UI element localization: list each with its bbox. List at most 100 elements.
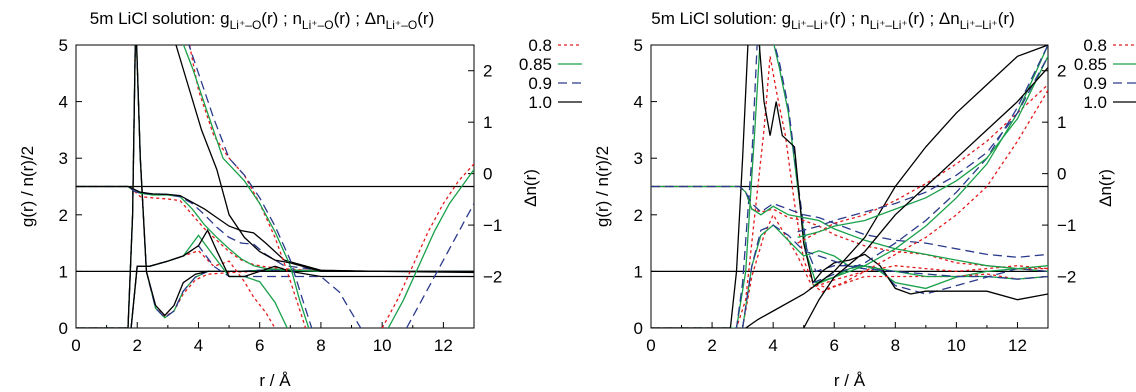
chart-panel-2: 5m LiCl solution: gLi⁺–Li⁺(r) ; nLi⁺–Li⁺…	[593, 9, 1136, 390]
series-line-rise-1_0	[745, 45, 1048, 328]
series-line-rise-0_8	[809, 89, 1048, 290]
series-line-g-0_9	[651, 45, 1048, 328]
x-tick-label: 0	[71, 336, 80, 355]
y-right-tick-label: 0	[483, 165, 492, 184]
series-line-dn-0_8	[130, 250, 276, 328]
series-line-g-1_0	[76, 45, 474, 328]
y-left-tick-label: 5	[634, 36, 643, 55]
series-line-n-0_85	[76, 185, 474, 273]
y-left-tick-label: 0	[634, 319, 643, 338]
y-left-tick-label: 3	[634, 149, 643, 168]
series-line-n-0_8	[651, 185, 1048, 270]
x-tick-label: 2	[707, 336, 716, 355]
title-part: (r) ; n	[829, 9, 870, 28]
series-line-g-0_85	[651, 45, 1048, 328]
legend-label: 0.8	[1083, 36, 1107, 55]
series-line-dn-0_8	[741, 213, 1048, 328]
y-left-tick-label: 5	[59, 36, 68, 55]
y-right-tick-label: −2	[1057, 268, 1076, 287]
title-part: Li⁺–O	[230, 18, 262, 32]
legend-label: 1.0	[528, 93, 552, 112]
series-line-n-0_8	[76, 185, 474, 273]
title-part: Li⁺–Li⁺	[870, 18, 908, 32]
series-line-g-0_8	[651, 56, 1048, 328]
y-left-tick-label: 2	[59, 206, 68, 225]
series-line-rise-1_0	[175, 45, 474, 274]
y-left-tick-label: 1	[634, 262, 643, 281]
legend-label: 1.0	[1083, 93, 1107, 112]
series-line-rise-0_8	[188, 45, 307, 328]
chart-title: 5m LiCl solution: gLi⁺–Li⁺(r) ; nLi⁺–Li⁺…	[651, 9, 1015, 32]
x-axis-label: r / Å	[834, 371, 866, 390]
y-right-axis-label: Δn(r)	[1096, 169, 1115, 207]
y-right-axis-label: Δn(r)	[521, 169, 540, 207]
title-part: (r)	[417, 9, 434, 28]
legend-label: 0.85	[519, 55, 552, 74]
series-line-tail-0_85	[387, 169, 474, 328]
series-line-rise-0_85	[182, 45, 310, 328]
x-tick-label: 8	[316, 336, 325, 355]
x-tick-label: 6	[255, 336, 264, 355]
y-left-tick-label: 4	[59, 93, 68, 112]
series-line-n-1_0	[76, 185, 474, 273]
series-line-dn-1_0	[130, 228, 474, 328]
series-line-mid-1_0	[803, 67, 1048, 328]
title-part: Li⁺–Li⁺	[960, 18, 998, 32]
title-part: (r)	[998, 9, 1015, 28]
y-right-tick-label: 0	[1057, 165, 1066, 184]
x-axis-label: r / Å	[259, 371, 291, 390]
series-line-tail-0_8	[381, 163, 474, 328]
x-tick-label: 4	[768, 336, 777, 355]
y-left-tick-label: 2	[634, 206, 643, 225]
x-tick-label: 0	[646, 336, 655, 355]
series-group	[76, 45, 474, 328]
title-part: 5m LiCl solution: g	[90, 9, 230, 28]
y-left-tick-label: 4	[634, 93, 643, 112]
series-line-rise-0_9	[188, 45, 313, 328]
title-part: (r) ; Δn	[334, 9, 386, 28]
series-line-rise-0_9	[812, 45, 1048, 284]
y-right-tick-label: 2	[1057, 62, 1066, 81]
series-line-mid-0_9	[797, 55, 1048, 233]
series-line-tail-0_9	[406, 203, 474, 328]
legend-label: 0.85	[1074, 55, 1107, 74]
series-line-n-0_9	[651, 185, 1048, 258]
title-part: Li⁺–O	[302, 18, 334, 32]
legend: 0.80.850.91.0	[519, 36, 582, 112]
x-tick-label: 10	[373, 336, 392, 355]
x-tick-label: 6	[829, 336, 838, 355]
x-tick-label: 2	[132, 336, 141, 355]
series-line-mid-0_8	[797, 84, 1048, 244]
title-part: (r) ; n	[261, 9, 302, 28]
x-tick-label: 4	[194, 336, 203, 355]
y-left-axis-label: g(r) / n(r)/2	[18, 146, 37, 227]
x-tick-label: 8	[891, 336, 900, 355]
y-left-tick-label: 0	[59, 319, 68, 338]
series-group	[651, 45, 1048, 328]
series-line-n-0_85	[651, 185, 1048, 270]
y-left-tick-label: 3	[59, 149, 68, 168]
chart-title: 5m LiCl solution: gLi⁺–O(r) ; nLi⁺–O(r) …	[90, 9, 434, 32]
legend-label: 0.9	[1083, 74, 1107, 93]
x-tick-label: 12	[1008, 336, 1027, 355]
title-part: 5m LiCl solution: g	[651, 9, 791, 28]
series-line-mid-0_85	[797, 56, 1048, 239]
series-line-dn-0_9	[130, 244, 362, 328]
series-line-dn-0_9	[741, 224, 1048, 328]
y-right-tick-label: −1	[483, 216, 502, 235]
y-left-tick-label: 1	[59, 262, 68, 281]
y-right-tick-label: 2	[483, 62, 492, 81]
title-part: (r) ; Δn	[908, 9, 960, 28]
series-line-dn-0_85	[130, 234, 288, 328]
chart-panel-1: 5m LiCl solution: gLi⁺–O(r) ; nLi⁺–O(r) …	[18, 9, 582, 390]
y-left-axis-label: g(r) / n(r)/2	[593, 146, 612, 227]
series-line-dn-0_85	[741, 224, 1048, 328]
legend: 0.80.850.91.0	[1074, 36, 1136, 112]
legend-label: 0.9	[528, 74, 552, 93]
legend-label: 0.8	[528, 36, 552, 55]
series-line-g-1_0	[651, 45, 1048, 328]
y-right-tick-label: −2	[483, 268, 502, 287]
x-tick-label: 12	[434, 336, 453, 355]
y-right-tick-label: 1	[483, 113, 492, 132]
